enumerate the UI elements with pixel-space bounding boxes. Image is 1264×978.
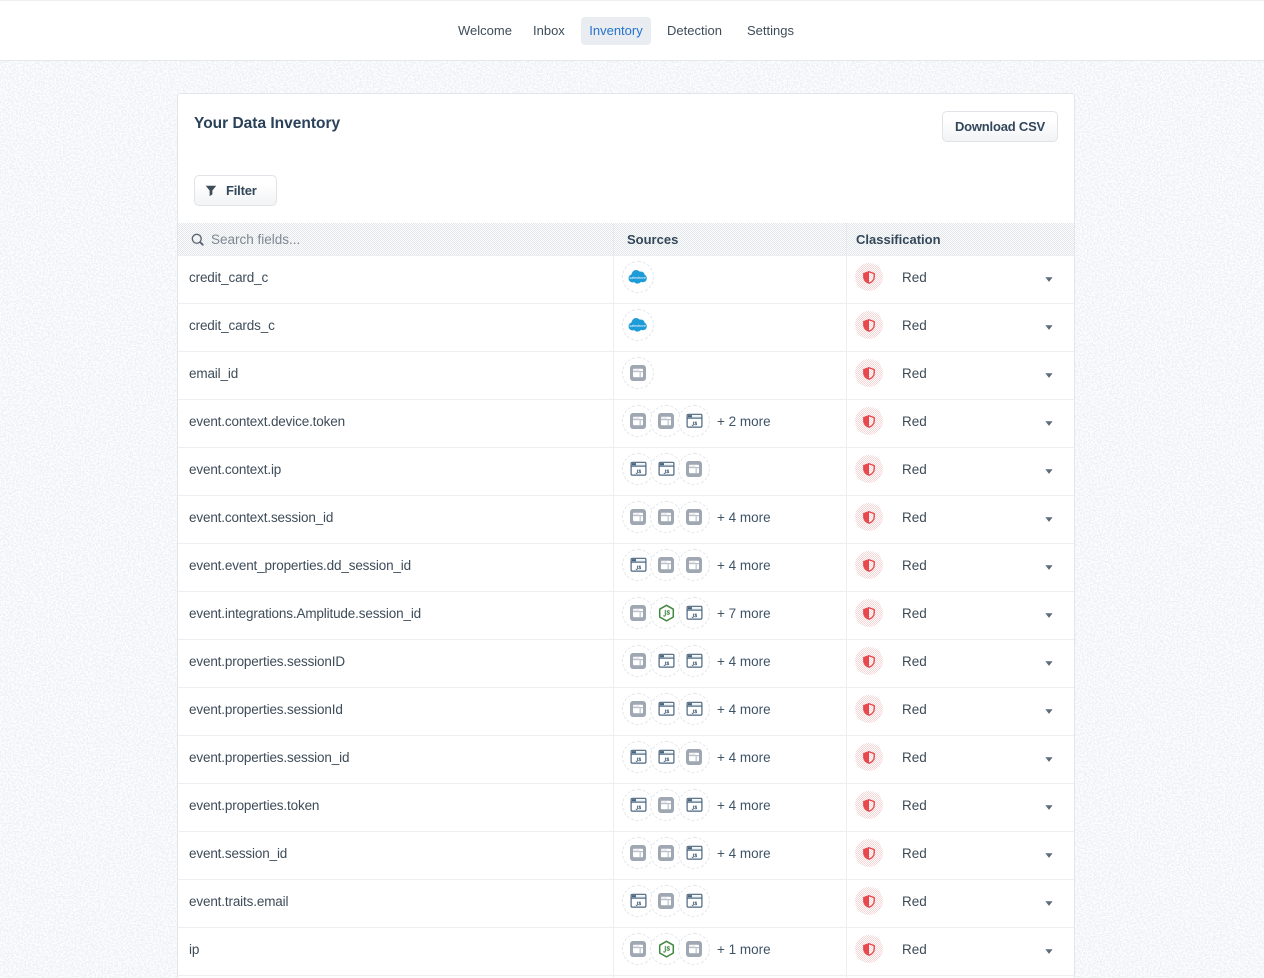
svg-text:salesforce: salesforce — [629, 276, 645, 280]
svg-text:salesforce: salesforce — [629, 324, 645, 328]
